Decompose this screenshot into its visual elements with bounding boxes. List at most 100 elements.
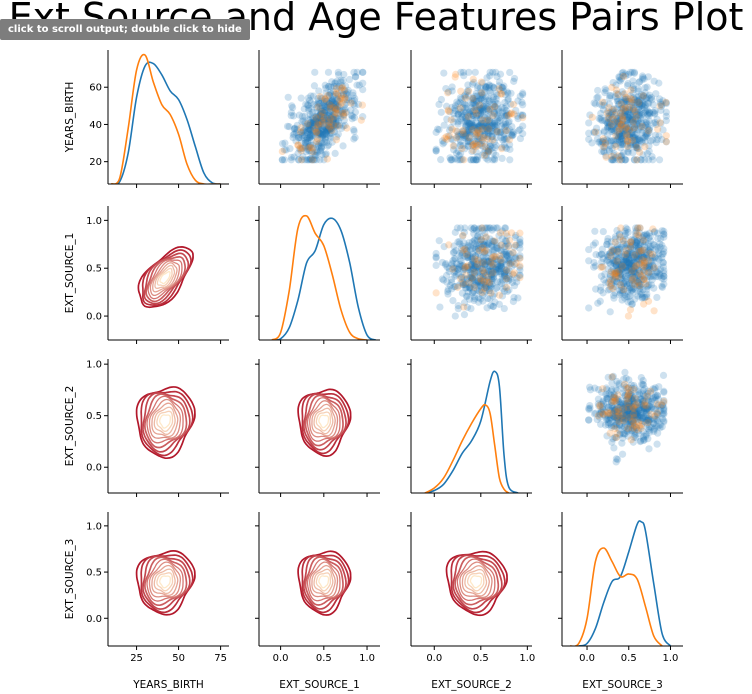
scatter-point-class0 — [638, 93, 646, 101]
scatter-point-class0 — [643, 290, 651, 298]
scatter-point-class1 — [631, 401, 639, 409]
scatter-point-class0 — [342, 90, 350, 98]
scatter-point-class0 — [613, 270, 621, 278]
scatter-point-class0 — [462, 134, 470, 142]
scatter-point-class0 — [611, 92, 619, 101]
scatter-point-class0 — [472, 242, 480, 251]
scatter-point-class0 — [456, 262, 464, 271]
scatter-point-class0 — [638, 409, 646, 417]
scatter-point-class0 — [607, 421, 616, 430]
scatter-point-class0 — [640, 100, 648, 108]
scatter-point-class0 — [627, 117, 636, 125]
scatter-point-class0 — [619, 137, 627, 145]
scatter-point-class0 — [312, 115, 320, 123]
scatter-point-class0 — [651, 396, 659, 404]
scatter-point-class1 — [317, 112, 325, 120]
scatter-point-class0 — [600, 143, 609, 152]
scatter-point-class0 — [350, 114, 358, 122]
scatter-point-class0 — [334, 102, 342, 110]
scatter-point-class0 — [447, 156, 455, 164]
scatter-point-class0 — [476, 115, 484, 123]
scatter-point-class1 — [456, 275, 465, 283]
scatter-point-class0 — [606, 271, 614, 279]
scatter-point-class0 — [616, 271, 624, 279]
scatter-point-class0 — [322, 125, 330, 133]
scatter-point-class0 — [637, 401, 645, 409]
scatter-point-class0 — [608, 137, 616, 145]
scatter-point-class0 — [645, 108, 653, 116]
scatter-point-class0 — [317, 142, 325, 151]
scatter-point-class0 — [473, 92, 481, 100]
scatter-point-class0 — [626, 422, 635, 430]
scatter-point-class0 — [643, 83, 651, 91]
scatter-point-class0 — [627, 265, 635, 273]
scatter-point-class0 — [477, 122, 485, 131]
scatter-point-class0 — [461, 108, 470, 116]
scatter-point-class0 — [630, 119, 638, 128]
scatter-point-class0 — [625, 256, 633, 264]
scatter-point-class1 — [612, 269, 620, 277]
scroll-output-hint[interactable]: click to scroll output; double click to … — [0, 19, 250, 40]
scatter-point-class0 — [618, 401, 626, 410]
scatter-point-class0 — [610, 257, 618, 265]
scatter-point-class1 — [443, 135, 451, 143]
scatter-point-class0 — [322, 119, 330, 127]
scatter-point-class0 — [503, 134, 511, 143]
scatter-point-class0 — [306, 119, 315, 127]
scatter-point-class0 — [465, 109, 473, 117]
scatter-point-class0 — [291, 125, 299, 133]
scatter-point-class0 — [474, 225, 483, 234]
scatter-point-class0 — [636, 238, 645, 246]
scatter-point-class0 — [334, 130, 342, 138]
scatter-point-class0 — [516, 125, 524, 134]
scatter-point-class0 — [489, 100, 497, 108]
scatter-point-class0 — [341, 87, 349, 95]
scatter-point-class0 — [632, 423, 640, 432]
scatter-point-class0 — [621, 102, 629, 110]
scatter-point-class0 — [312, 128, 321, 136]
scatter-point-class1 — [622, 131, 631, 139]
scatter-point-class1 — [629, 118, 637, 126]
kde-contour-level — [301, 392, 350, 455]
scatter-point-class1 — [481, 143, 489, 151]
scatter-point-class0 — [604, 112, 612, 121]
scatter-point-class0 — [647, 281, 656, 289]
scatter-point-class0 — [629, 421, 637, 429]
scatter-point-class0 — [474, 233, 482, 241]
scatter-point-class0 — [467, 266, 475, 274]
scatter-point-class0 — [480, 240, 488, 248]
scatter-point-class0 — [586, 383, 594, 391]
scatter-point-class1 — [599, 263, 607, 271]
kde-contour-level — [137, 246, 194, 309]
scatter-point-class0 — [638, 271, 647, 279]
scatter-point-class0 — [308, 122, 316, 131]
scatter-point-class0 — [607, 280, 616, 288]
scatter-point-class0 — [315, 87, 323, 95]
scatter-point-class0 — [438, 137, 447, 145]
scatter-point-class0 — [645, 418, 653, 426]
scatter-point-class0 — [603, 124, 612, 132]
scatter-point-class0 — [313, 101, 321, 109]
scatter-point-class0 — [650, 284, 658, 292]
scatter-point-class0 — [443, 287, 452, 296]
scatter-point-class0 — [613, 226, 621, 235]
scatter-point-class0 — [637, 138, 646, 146]
scatter-point-class0 — [492, 265, 500, 273]
scatter-point-class1 — [459, 231, 467, 240]
scatter-point-class0 — [319, 119, 327, 127]
scatter-point-class0 — [633, 224, 642, 232]
scatter-point-class0 — [305, 125, 313, 133]
scatter-point-class0 — [605, 147, 614, 155]
scatter-point-class1 — [495, 85, 503, 93]
scatter-point-class0 — [476, 129, 484, 137]
scatter-point-class0 — [453, 260, 461, 268]
scatter-point-class0 — [627, 238, 636, 246]
scatter-point-class0 — [478, 104, 487, 112]
scatter-point-class0 — [309, 129, 317, 137]
scatter-point-class0 — [654, 254, 662, 262]
scatter-point-class0 — [647, 400, 655, 409]
scatter-point-class0 — [654, 429, 662, 437]
scatter-point-class1 — [487, 289, 495, 297]
scatter-point-class0 — [635, 255, 643, 264]
scatter-point-class0 — [511, 254, 519, 262]
